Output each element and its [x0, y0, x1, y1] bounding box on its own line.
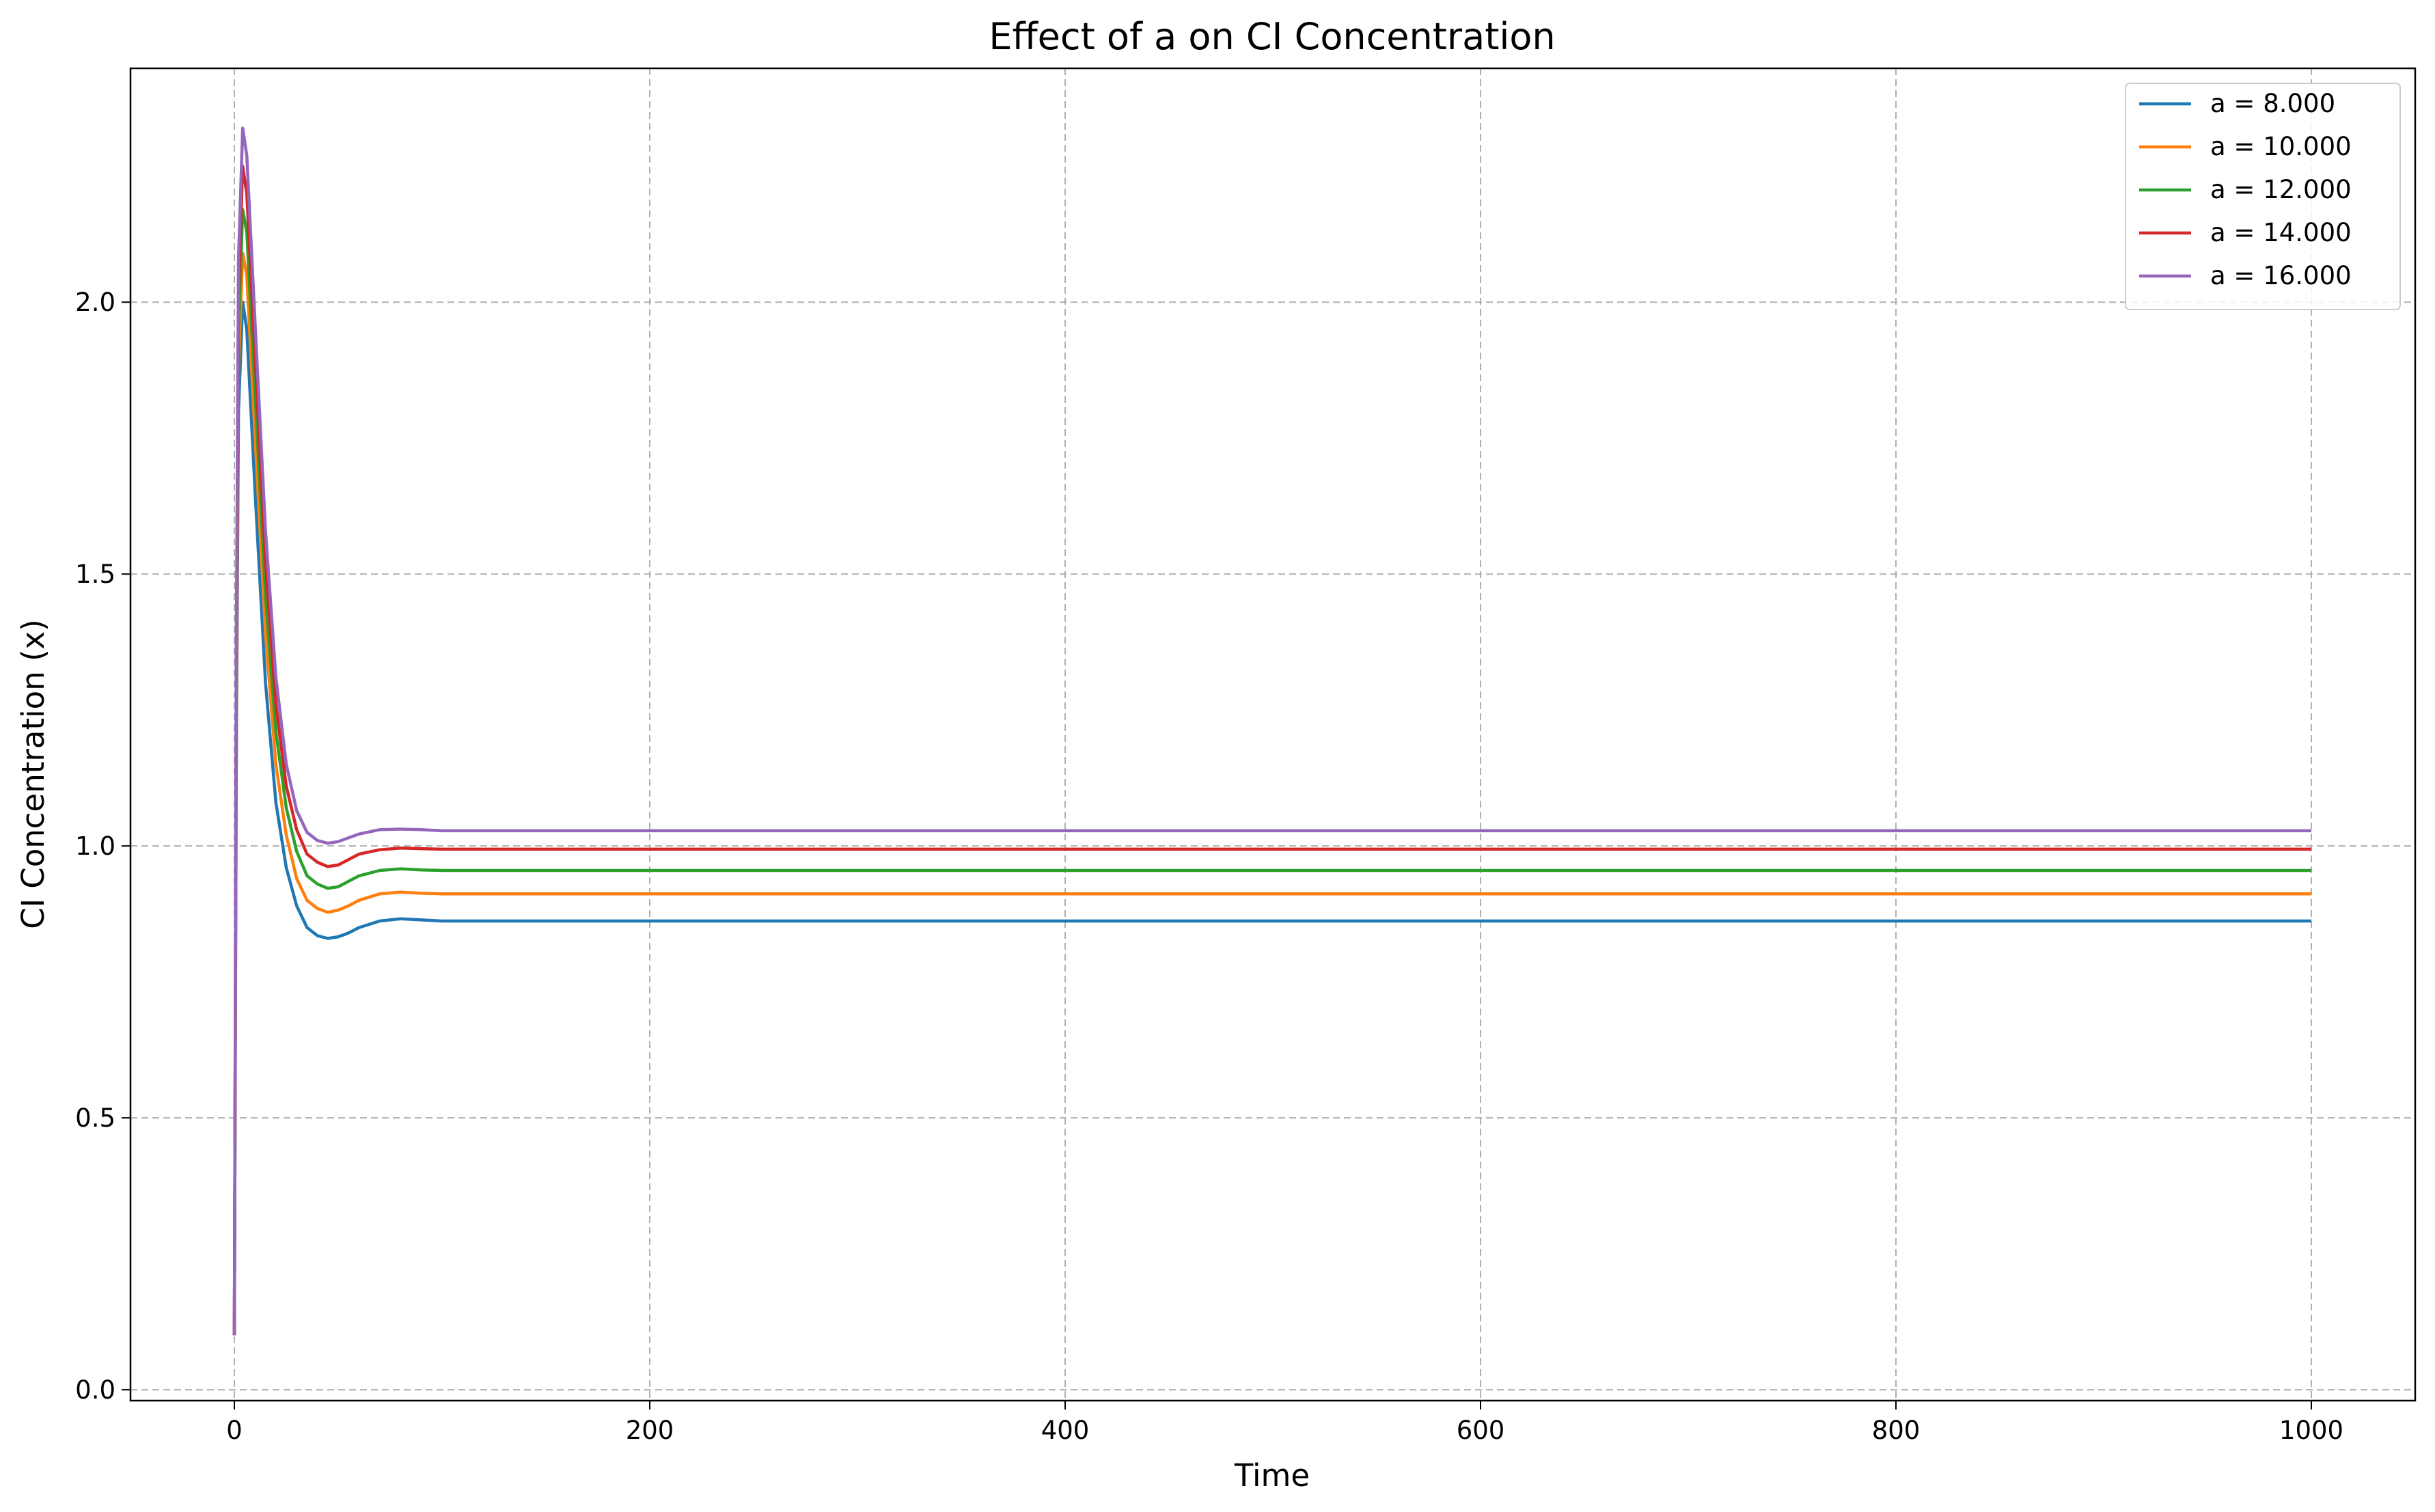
y-tick-label: 0.0	[75, 1375, 115, 1405]
y-tick-label: 1.0	[75, 831, 115, 861]
y-tick-label: 2.0	[75, 288, 115, 317]
y-axis-label: CI Concentration (x)	[15, 619, 51, 929]
legend-label-2: a = 12.000	[2210, 175, 2352, 204]
series-line-2	[232, 208, 2311, 1336]
x-tick-label: 600	[1457, 1416, 1505, 1445]
legend-label-1: a = 10.000	[2210, 132, 2352, 161]
series-line-3	[232, 165, 2311, 1336]
legend-label-3: a = 14.000	[2210, 218, 2352, 247]
axes-frame	[129, 67, 2417, 1402]
plot-area	[232, 126, 2311, 1336]
y-tick-label: 1.5	[75, 560, 115, 589]
series-line-0	[232, 300, 2311, 1336]
y-axis-ticks: 0.0 0.5 1.0 1.5 2.0	[75, 288, 130, 1405]
legend-label-0: a = 8.000	[2210, 89, 2335, 118]
chart-title: Effect of a on CI Concentration	[989, 15, 1555, 58]
legend-label-4: a = 16.000	[2210, 261, 2352, 290]
series-line-4	[232, 126, 2311, 1336]
legend: a = 8.000 a = 10.000 a = 12.000 a = 14.000 a…	[2125, 83, 2401, 310]
x-tick-label: 200	[626, 1416, 674, 1445]
grid-lines	[130, 68, 2415, 1401]
x-axis-label: Time	[1234, 1457, 1310, 1494]
x-tick-label: 1000	[2279, 1416, 2343, 1445]
series-line-1	[232, 251, 2311, 1336]
y-tick-label: 0.5	[75, 1103, 115, 1133]
legend-box	[2125, 83, 2401, 310]
x-tick-label: 0	[226, 1416, 243, 1445]
x-tick-label: 400	[1041, 1416, 1090, 1445]
x-axis-ticks: 0 200 400 600 800 1000	[226, 1401, 2343, 1445]
x-tick-label: 800	[1872, 1416, 1921, 1445]
